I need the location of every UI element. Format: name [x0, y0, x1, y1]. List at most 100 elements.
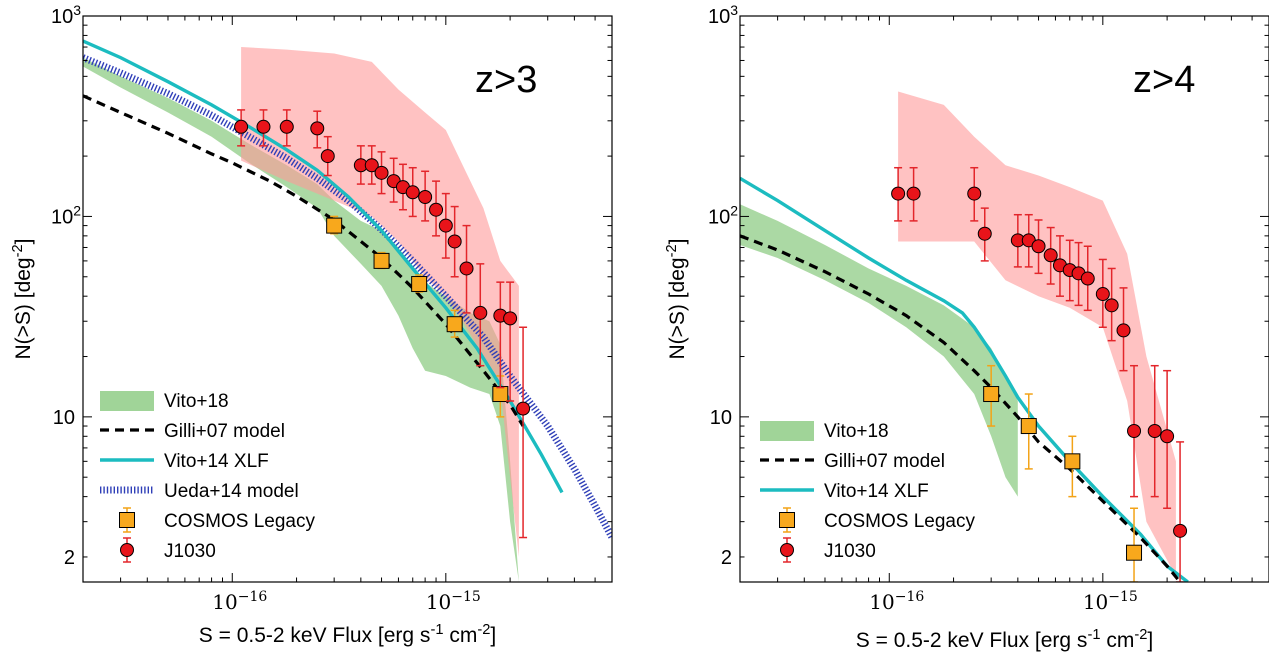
cosmos-marker	[411, 276, 428, 293]
y-axis-label: N(>S) [deg-2]	[10, 238, 35, 359]
j1030-marker	[473, 305, 488, 320]
j1030-point	[459, 224, 474, 314]
legend: Vito+18 Gilli+07 model Vito+14 XLF Ueda+14 …	[100, 391, 315, 563]
j1030-point	[405, 166, 420, 218]
y-tick-label: 103	[708, 2, 738, 28]
y-tick-label: 2	[64, 547, 75, 569]
j1030-point	[1043, 226, 1058, 285]
cosmos-marker	[326, 217, 343, 234]
cosmos-marker	[1064, 453, 1081, 470]
curve-vito-14-xlf	[740, 176, 1189, 582]
j1030-point	[1160, 369, 1175, 509]
j1030-point	[1116, 287, 1131, 372]
legend-swatch	[760, 421, 814, 441]
j1030-point	[1095, 258, 1110, 328]
cosmos-point	[1064, 435, 1081, 498]
band-j1030	[898, 91, 1176, 577]
j1030-marker	[374, 165, 389, 180]
j1030-marker	[405, 185, 420, 200]
j1030-point	[1104, 267, 1119, 342]
cosmos-point	[326, 215, 343, 235]
cosmos-marker	[1020, 418, 1037, 435]
j1030-marker	[1160, 429, 1175, 444]
x-axis-label: S = 0.5-2 keV Flux [erg s-1 cm-2]	[199, 622, 496, 647]
j1030-point	[429, 180, 444, 237]
j1030-marker	[1104, 298, 1119, 313]
band-vito-18	[83, 57, 519, 582]
j1030-point	[516, 326, 531, 539]
j1030-marker	[279, 119, 294, 134]
j1030-point	[977, 207, 992, 262]
cosmos-marker	[983, 386, 1000, 403]
legend-label: Gilli+07 model	[824, 451, 945, 472]
cosmos-marker	[1126, 544, 1143, 561]
y-tick-label: 10	[710, 407, 732, 429]
j1030-marker	[447, 234, 462, 249]
j1030-point	[353, 145, 368, 185]
cosmos-point	[983, 364, 1000, 427]
legend-label: Vito+18	[164, 391, 229, 412]
legend-label: Vito+18	[824, 421, 889, 442]
j1030-marker	[438, 218, 453, 233]
j1030-marker	[364, 158, 379, 173]
legend: Vito+18 Gilli+07 model Vito+14 XLF COSMOS L…	[760, 421, 975, 563]
j1030-marker	[1173, 523, 1188, 538]
legend-swatch	[779, 507, 795, 533]
j1030-marker	[234, 119, 249, 134]
x-axis-label: S = 0.5-2 keV Flux [erg s-1 cm-2]	[856, 627, 1153, 652]
axes-frame	[82, 15, 613, 583]
j1030-point	[320, 135, 335, 177]
x-tick-label: 10−16	[212, 589, 267, 614]
y-tick-label: 103	[51, 2, 81, 28]
j1030-point	[374, 151, 389, 195]
j1030-point	[891, 166, 906, 222]
y-tick-label: 10	[53, 407, 75, 429]
plot-area	[83, 39, 612, 582]
j1030-marker	[320, 149, 335, 164]
cosmos-point	[1020, 393, 1037, 470]
plot-area	[740, 91, 1189, 582]
j1030-point	[279, 109, 294, 147]
cosmos-point	[446, 309, 463, 338]
j1030-point	[503, 281, 518, 402]
j1030-point	[438, 192, 453, 259]
y-tick-label: 2	[721, 547, 732, 569]
j1030-marker	[906, 186, 921, 201]
legend-swatch	[780, 537, 794, 563]
legend-swatch	[120, 537, 134, 563]
cosmos-point	[411, 274, 428, 293]
legend-label: Vito+14 XLF	[824, 481, 929, 502]
j1030-point	[418, 170, 433, 222]
cosmos-point	[1126, 507, 1143, 582]
j1030-point	[1080, 245, 1095, 312]
j1030-marker	[1031, 239, 1046, 254]
y-axis-label: N(>S) [deg-2]	[664, 238, 689, 359]
j1030-marker	[503, 311, 518, 326]
j1030-point	[1127, 364, 1142, 498]
j1030-point	[1031, 219, 1046, 275]
j1030-point	[473, 263, 488, 367]
cosmos-point	[373, 251, 390, 270]
cosmos-marker	[446, 316, 463, 333]
j1030-marker	[256, 119, 271, 134]
x-tick-label: 10−16	[869, 589, 924, 614]
j1030-marker	[1095, 287, 1110, 302]
legend-label: Ueda+14 model	[164, 481, 299, 502]
j1030-marker	[418, 190, 433, 205]
cosmos-marker	[492, 386, 509, 403]
legend-label: Gilli+07 model	[164, 421, 285, 442]
j1030-point	[364, 145, 379, 185]
x-tick-label: 10−15	[426, 589, 481, 614]
j1030-point	[234, 109, 249, 147]
legend-swatch	[100, 391, 154, 411]
j1030-point	[1147, 364, 1162, 498]
curve-gilli-07-model	[740, 234, 1182, 582]
j1030-marker	[429, 202, 444, 217]
j1030-marker	[1043, 248, 1058, 263]
j1030-point	[310, 110, 325, 149]
j1030-marker	[891, 186, 906, 201]
panel-label: z>4	[1133, 59, 1195, 101]
